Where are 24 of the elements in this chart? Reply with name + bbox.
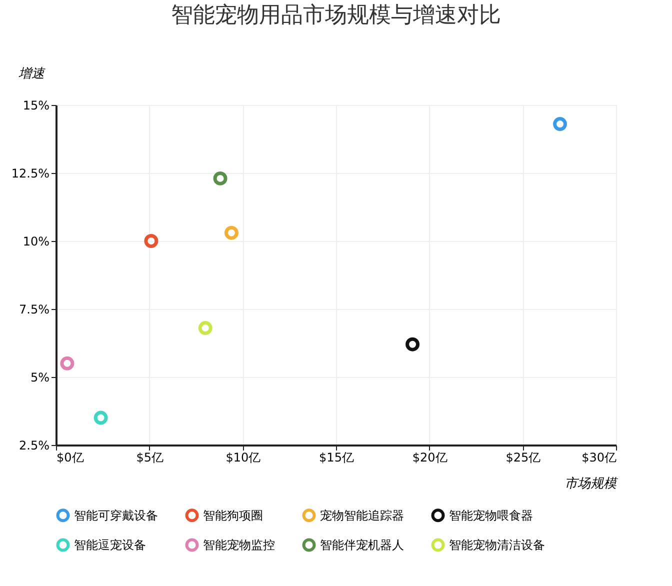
y-axis-title: 增速 [18, 66, 46, 82]
legend-label: 智能宠物清洁设备 [449, 538, 545, 552]
x-tick-label: $0亿 [56, 450, 84, 464]
y-tick-label: 12.5% [11, 166, 50, 180]
y-tick-label: 2.5% [19, 438, 50, 452]
legend-label: 宠物智能追踪器 [320, 508, 404, 522]
x-tick-label: $25亿 [506, 450, 541, 464]
x-tick-label: $15亿 [319, 450, 354, 464]
legend-label: 智能逗宠设备 [74, 538, 146, 552]
x-tick-label: $5亿 [136, 450, 164, 464]
x-axis-title: 市场规模 [564, 476, 618, 492]
y-tick-label: 10% [22, 234, 50, 248]
y-tick-label: 5% [30, 370, 50, 384]
x-tick-label: $20亿 [412, 450, 448, 464]
legend-label: 智能宠物喂食器 [449, 508, 533, 522]
y-tick-label: 15% [22, 98, 50, 112]
y-tick-label: 7.5% [19, 302, 50, 316]
legend-label: 智能宠物监控 [203, 538, 275, 552]
legend-label: 智能可穿戴设备 [74, 508, 158, 522]
legend-label: 智能伴宠机器人 [320, 538, 404, 552]
legend-label: 智能狗项圈 [203, 508, 263, 522]
chart-title: 智能宠物用品市场规模与增速对比 [171, 3, 501, 28]
x-tick-label: $10亿 [226, 450, 261, 464]
x-tick-label: $30亿 [582, 450, 616, 464]
